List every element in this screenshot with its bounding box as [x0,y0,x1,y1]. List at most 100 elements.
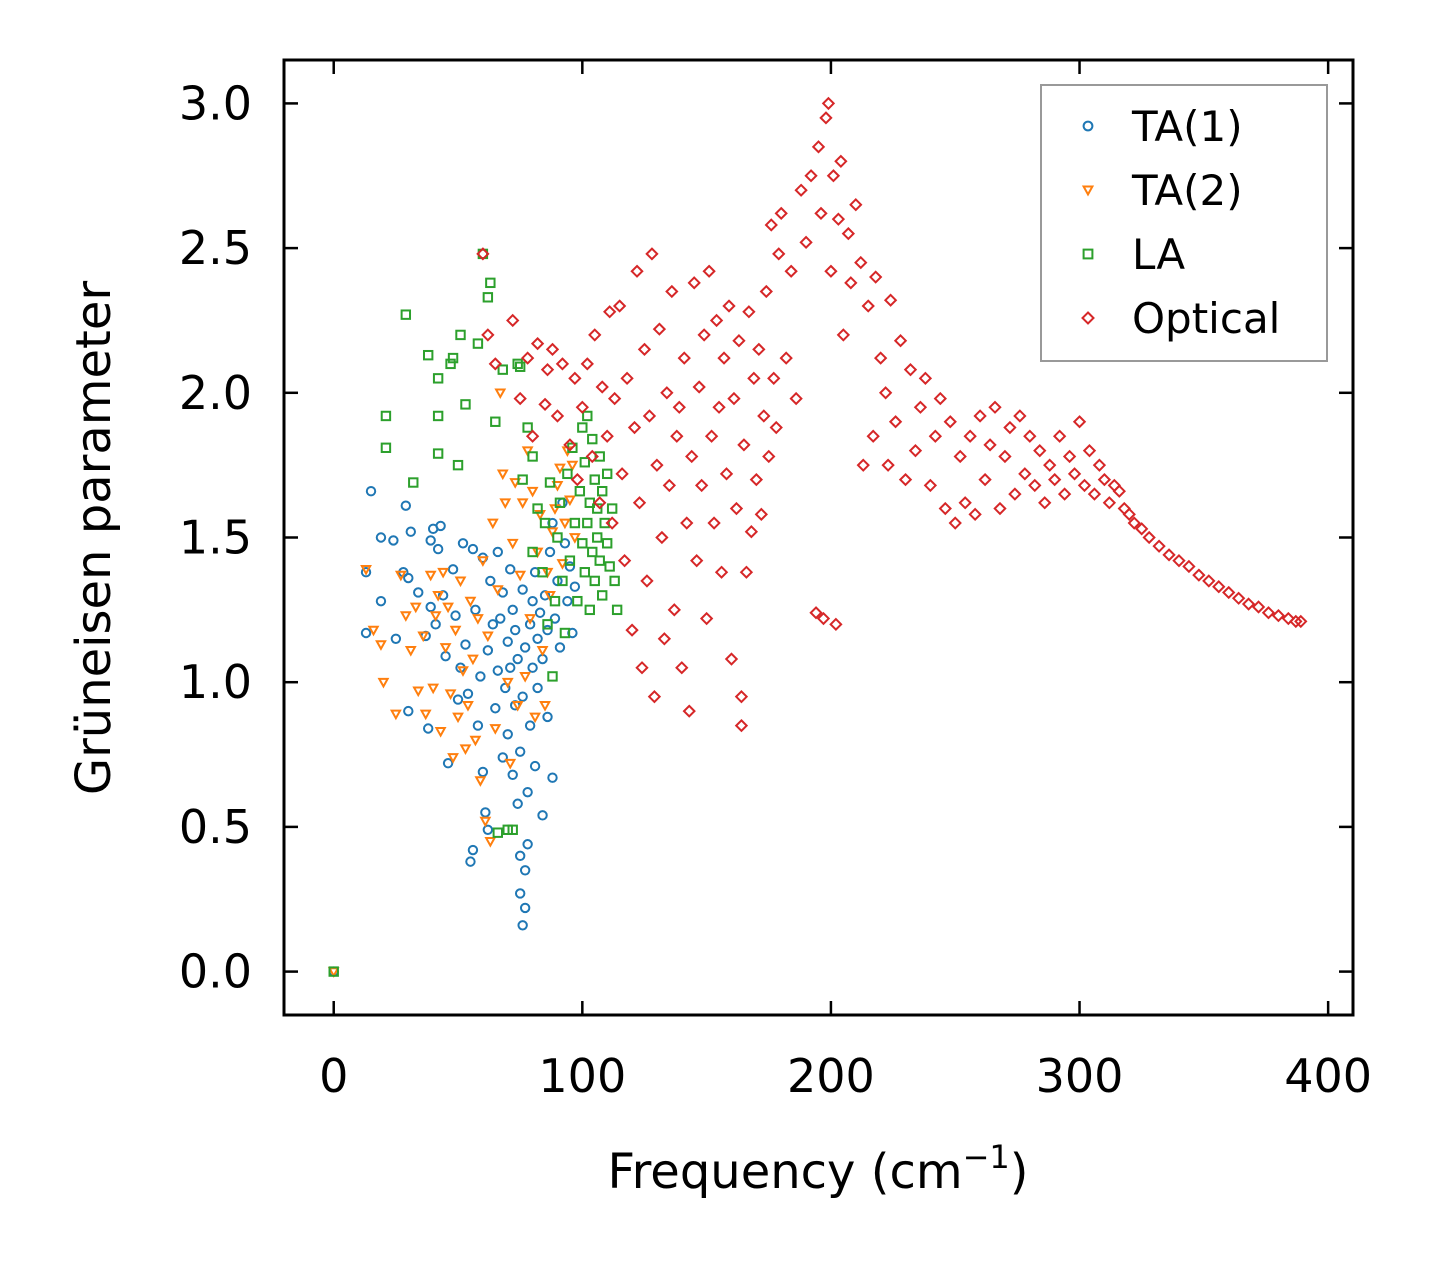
data-point-optical [677,351,691,365]
data-point-optical [1077,478,1092,493]
data-point-ta-1 [549,613,561,624]
data-point-ta-1 [360,567,372,578]
data-point-ta-1 [527,662,538,673]
data-point-optical [525,429,540,443]
data-point-la [422,349,434,361]
data-point-optical [712,400,726,414]
data-point-optical [667,603,681,617]
data-point-ta-1 [517,584,528,595]
data-point-ta-1 [432,543,444,555]
data-point-la [514,361,526,372]
data-point-ta-1 [537,810,548,821]
data-point-ta-2 [554,463,566,475]
data-point-optical [605,516,619,530]
data-point-optical [637,342,652,357]
data-point-ta-2 [504,758,517,770]
data-point-ta-1 [569,581,581,592]
data-point-optical [794,183,808,197]
data-point-optical [1072,415,1087,429]
data-point-optical [709,313,724,328]
data-point-optical [717,351,731,365]
data-point-ta-2 [399,611,412,622]
data-point-optical [699,611,714,626]
data-point-optical [665,284,679,299]
data-point-ta-1 [403,572,414,584]
data-point-ta-2 [566,460,579,472]
data-point-ta-1 [480,807,491,818]
data-point-la [512,358,523,370]
data-point-la [606,503,618,514]
data-point-ta-1 [522,786,533,798]
data-point-optical [1018,467,1032,481]
data-point-ta-1 [400,500,412,511]
data-point-la [552,532,563,543]
data-point-ta-2 [506,538,519,550]
data-point-ta-1 [457,538,469,549]
data-point-ta-2 [546,527,559,538]
data-point-ta-1 [559,538,571,549]
data-point-optical [550,409,565,423]
data-point-optical [620,371,634,385]
data-point-ta-1 [514,888,526,899]
data-point-optical [973,409,987,423]
data-point-optical [719,467,734,481]
data-point-ta-2 [442,602,454,614]
data-point-optical [1102,496,1117,510]
data-point-ta-1 [365,485,377,497]
data-point-optical [1135,522,1149,536]
data-point-ta-2 [409,602,422,614]
data-point-ta-1 [425,535,436,546]
data-point-ta-2 [459,744,472,756]
data-point-optical [1023,429,1037,443]
data-point-ta-2 [534,509,546,521]
data-point-ta-2 [556,559,569,570]
data-point-optical [690,553,704,568]
data-point-optical [938,501,952,516]
data-point-optical [612,299,627,313]
data-point-optical [988,400,1002,414]
data-point-optical [821,96,836,111]
data-point-ta-1 [467,844,479,856]
data-point-la [447,352,459,364]
data-point-optical [652,322,667,336]
data-point-optical [625,623,639,637]
data-point-optical [714,565,729,579]
data-point-ta-2 [536,646,549,657]
data-point-optical [1152,539,1166,553]
x-tick-label: 0 [319,1049,348,1103]
data-point-optical [1092,458,1107,472]
data-point-optical [1172,553,1186,568]
data-point-ta-1 [517,691,528,702]
data-point-la [472,338,484,349]
data-point-ta-1 [487,619,499,630]
data-point-optical [933,391,947,406]
data-point-ta-1 [497,752,508,763]
data-point-la [587,546,598,558]
data-point-ta-1 [482,824,494,835]
data-point-optical [476,247,490,261]
data-point-ta-2 [539,700,551,712]
data-point-la [577,422,588,433]
data-point-la [609,575,620,587]
data-point-la [579,457,591,468]
data-point-optical [1122,507,1136,522]
data-point-optical [575,400,589,414]
data-point-la [497,364,508,375]
data-point-ta-1 [532,682,543,694]
data-point-optical [660,386,674,400]
data-point-ta-1 [544,546,556,558]
data-point-optical [948,516,962,530]
data-point-ta-2 [417,631,430,643]
data-point-optical [928,429,943,443]
data-point-la [601,468,613,480]
data-point-optical [816,611,831,626]
data-point-la [408,477,419,488]
data-point-ta-1 [542,711,553,723]
data-point-optical [1231,591,1246,605]
y-axis-label: Grüneisen parameter [66,281,122,796]
data-point-ta-2 [472,614,484,625]
data-point-ta-1 [554,642,566,653]
data-point-la [482,292,494,303]
data-point-optical [1261,606,1276,620]
data-point-optical [1112,484,1126,498]
